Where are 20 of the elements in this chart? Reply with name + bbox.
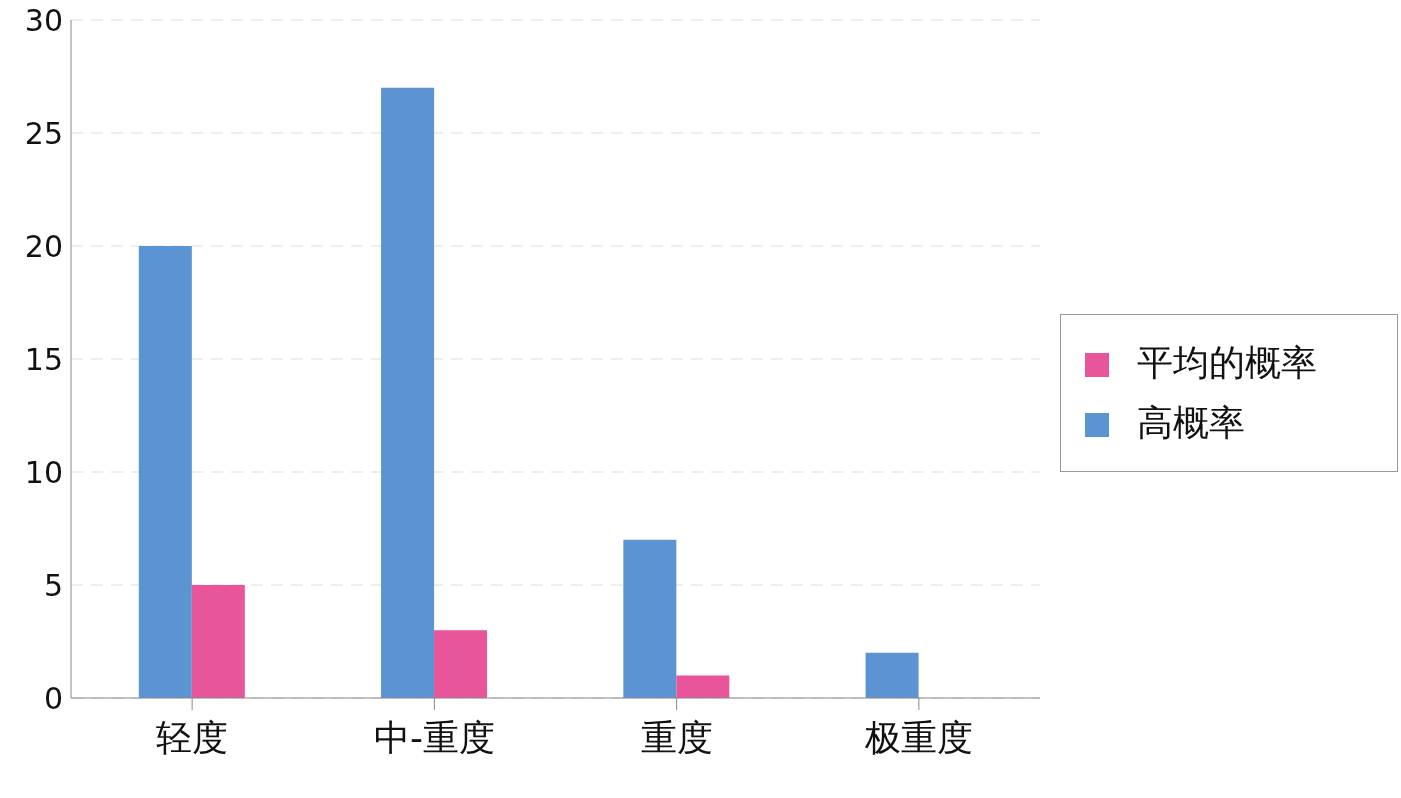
x-tick-label: 中-重度: [373, 716, 495, 758]
y-tick-label: 15: [24, 341, 63, 377]
bar: [381, 87, 435, 698]
bar: [434, 630, 488, 698]
bar: [623, 539, 677, 698]
legend-label: 平均的概率: [1137, 342, 1317, 383]
y-tick-label: 25: [24, 115, 63, 151]
bar: [138, 246, 192, 698]
y-tick-label: 20: [24, 228, 63, 264]
y-tick-label: 5: [43, 567, 63, 603]
x-tick-label: 重度: [640, 716, 713, 758]
x-tick-label: 轻度: [156, 716, 229, 758]
bar: [865, 652, 919, 698]
x-tick-label: 极重度: [863, 716, 973, 758]
legend-label: 高概率: [1137, 402, 1245, 443]
y-tick-label: 10: [24, 454, 63, 490]
y-tick-label: 30: [24, 2, 63, 38]
y-tick-label: 0: [43, 680, 63, 716]
bar: [191, 585, 245, 698]
bar: [676, 675, 730, 698]
